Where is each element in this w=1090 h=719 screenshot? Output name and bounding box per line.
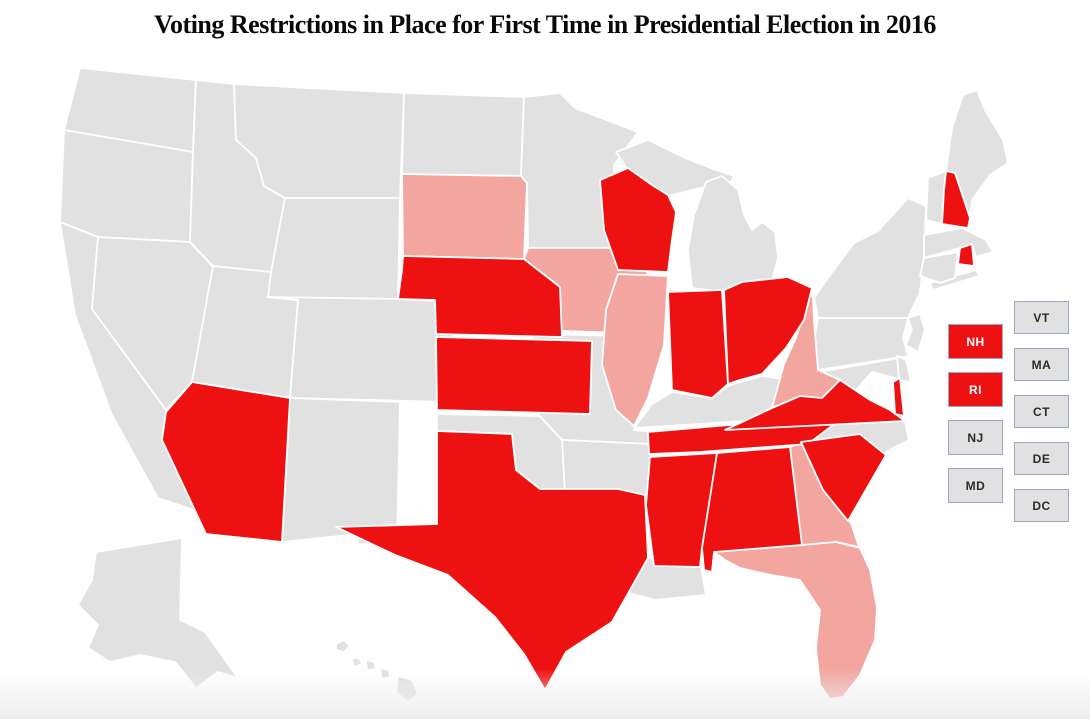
state-az <box>161 381 291 543</box>
state-wy <box>264 197 401 300</box>
state-tx <box>335 430 649 691</box>
state-oh <box>723 276 813 385</box>
state-ne <box>397 255 563 338</box>
small-state-box-nj: NJ <box>948 420 1003 455</box>
state-wi <box>599 167 677 273</box>
small-state-box-nh: NH <box>948 324 1003 359</box>
small-state-box-ct: CT <box>1014 395 1069 428</box>
state-ny-part2 <box>929 269 980 291</box>
state-al <box>701 446 803 573</box>
state-va <box>724 379 906 431</box>
state-hi-part4 <box>379 667 391 680</box>
state-sc <box>800 433 887 522</box>
state-hi-part5 <box>395 675 419 703</box>
state-nh <box>941 170 971 229</box>
state-hi <box>335 639 351 653</box>
state-ma <box>923 227 994 259</box>
state-ct <box>919 251 959 284</box>
small-state-box-dc: DC <box>1014 489 1069 522</box>
state-nj <box>905 313 926 353</box>
small-state-box-de: DE <box>1014 442 1069 475</box>
state-mi-part2 <box>687 175 779 293</box>
state-il <box>601 273 669 427</box>
page-title: Voting Restrictions in Place for First T… <box>154 10 936 39</box>
state-nd <box>401 92 525 177</box>
state-ks <box>435 336 593 415</box>
state-ri <box>957 243 975 267</box>
state-nm <box>281 397 401 547</box>
state-ny <box>813 197 927 319</box>
small-state-box-ma: MA <box>1014 348 1069 381</box>
small-state-box-md: MD <box>948 468 1003 503</box>
state-de <box>896 355 912 383</box>
state-va-part2 <box>892 377 905 417</box>
state-ak <box>77 537 239 689</box>
state-hi-part3 <box>365 659 377 671</box>
state-fl <box>713 541 878 700</box>
state-sd <box>401 173 528 260</box>
state-hi-part2 <box>351 657 363 668</box>
small-state-box-ri: RI <box>948 372 1003 407</box>
state-in <box>667 289 729 399</box>
small-state-box-vt: VT <box>1014 301 1069 334</box>
